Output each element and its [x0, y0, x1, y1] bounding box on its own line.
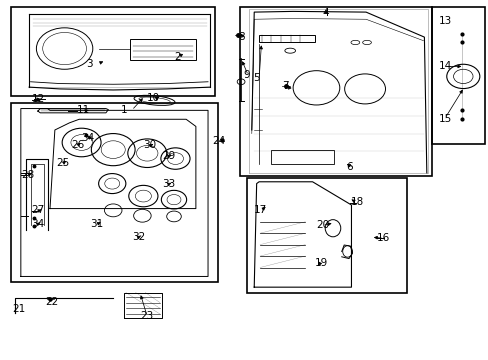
Text: 16: 16: [376, 233, 390, 243]
Bar: [259, 35, 314, 42]
Text: 34: 34: [31, 219, 45, 229]
Text: 14: 14: [438, 62, 451, 71]
Text: 8: 8: [238, 32, 244, 42]
Text: 28: 28: [21, 170, 34, 180]
Bar: [130, 39, 196, 60]
Text: 4: 4: [322, 8, 328, 18]
Text: 6: 6: [346, 162, 352, 172]
Bar: [11, 7, 215, 96]
Text: 29: 29: [162, 151, 175, 161]
Text: 18: 18: [350, 197, 363, 207]
Bar: [246, 178, 407, 293]
Text: 5: 5: [252, 73, 259, 83]
Text: 2: 2: [174, 52, 180, 62]
Text: 22: 22: [45, 297, 58, 307]
Text: 27: 27: [31, 205, 45, 215]
Text: 20: 20: [315, 220, 328, 230]
Bar: [11, 103, 217, 282]
Text: 7: 7: [282, 81, 288, 91]
Text: 21: 21: [12, 304, 25, 314]
Text: 26: 26: [71, 140, 84, 150]
Text: 13: 13: [438, 16, 451, 26]
Text: 3: 3: [86, 59, 93, 69]
Bar: [431, 7, 484, 144]
Text: 30: 30: [143, 140, 156, 150]
Text: 1: 1: [120, 105, 127, 115]
Bar: [239, 7, 431, 176]
Text: 24: 24: [211, 136, 224, 147]
Text: 15: 15: [438, 113, 451, 123]
Text: 9: 9: [243, 69, 249, 80]
Text: 34: 34: [81, 133, 95, 143]
Text: 17: 17: [254, 205, 267, 215]
Bar: [271, 150, 334, 164]
Text: 32: 32: [131, 232, 144, 242]
Text: 23: 23: [140, 311, 153, 321]
Text: 33: 33: [162, 179, 175, 189]
Text: 31: 31: [90, 219, 103, 229]
Text: 25: 25: [56, 158, 69, 168]
Text: 19: 19: [314, 258, 327, 268]
Text: 12: 12: [32, 94, 45, 104]
Text: 11: 11: [77, 105, 90, 115]
Text: 10: 10: [147, 93, 160, 103]
